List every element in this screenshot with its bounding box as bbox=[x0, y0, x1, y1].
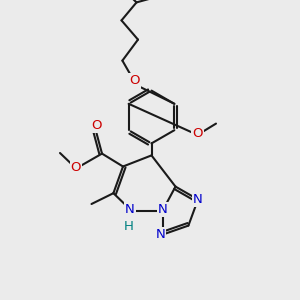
Text: N: N bbox=[158, 202, 167, 216]
Text: O: O bbox=[92, 119, 102, 132]
Text: O: O bbox=[192, 127, 203, 140]
Text: N: N bbox=[193, 193, 203, 206]
Text: H: H bbox=[124, 220, 133, 233]
Text: N: N bbox=[155, 228, 165, 241]
Text: O: O bbox=[129, 74, 140, 88]
Text: O: O bbox=[71, 160, 81, 174]
Text: N: N bbox=[125, 202, 135, 216]
